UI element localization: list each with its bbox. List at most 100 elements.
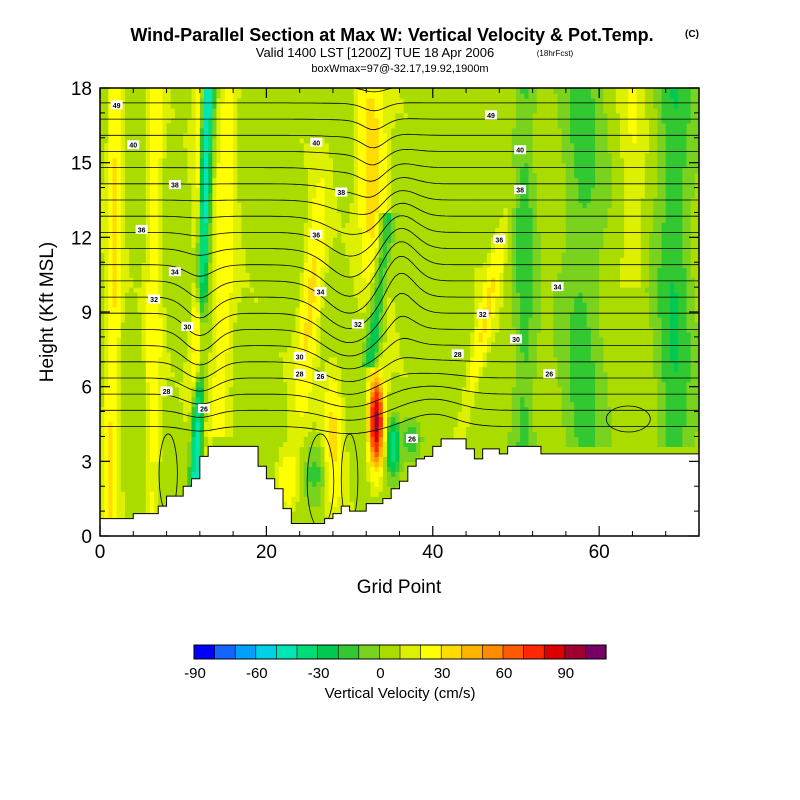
contour-label-bg bbox=[293, 369, 306, 379]
velocity-cell bbox=[387, 426, 392, 433]
velocity-cell bbox=[694, 172, 699, 323]
colorbar-frame bbox=[193, 644, 607, 660]
velocity-cell bbox=[233, 88, 238, 323]
velocity-cell bbox=[395, 112, 401, 214]
theta-contour-label: 26 bbox=[408, 436, 416, 443]
velocity-cell bbox=[170, 376, 176, 536]
velocity-cell bbox=[179, 401, 184, 536]
velocity-cell bbox=[669, 361, 675, 447]
velocity-cell bbox=[183, 421, 188, 502]
velocity-cell bbox=[482, 88, 488, 263]
velocity-cell bbox=[499, 272, 505, 308]
velocity-cell bbox=[619, 257, 625, 288]
velocity-cell bbox=[661, 122, 667, 223]
velocity-cell bbox=[395, 212, 401, 219]
velocity-cell bbox=[362, 88, 367, 278]
velocity-cell bbox=[391, 371, 396, 413]
velocity-cell bbox=[416, 436, 421, 443]
velocity-cell bbox=[191, 307, 197, 348]
velocity-cell bbox=[212, 107, 218, 139]
theta-contour-line bbox=[100, 202, 699, 235]
velocity-cell bbox=[374, 466, 380, 472]
velocity-cell bbox=[328, 157, 334, 248]
velocity-cell bbox=[574, 177, 579, 298]
velocity-cell bbox=[141, 361, 147, 517]
velocity-cell bbox=[312, 446, 317, 462]
contour-label-bg bbox=[543, 369, 556, 379]
contour-label-bg bbox=[148, 294, 161, 304]
velocity-cell bbox=[278, 466, 284, 497]
velocity-cell bbox=[316, 88, 322, 139]
velocity-cell bbox=[374, 376, 380, 383]
velocity-cell bbox=[378, 366, 384, 378]
velocity-cell bbox=[378, 257, 384, 313]
velocity-cell bbox=[374, 272, 380, 288]
velocity-cell bbox=[661, 88, 667, 124]
velocity-cell bbox=[199, 202, 205, 283]
velocity-cell bbox=[482, 307, 488, 333]
velocity-cell bbox=[599, 247, 604, 338]
contour-label-bg bbox=[110, 100, 123, 110]
velocity-cell bbox=[632, 142, 638, 288]
velocity-cell bbox=[274, 461, 280, 507]
velocity-cell bbox=[491, 341, 496, 536]
velocity-cell bbox=[528, 207, 534, 318]
velocity-cell bbox=[362, 341, 367, 363]
velocity-cell bbox=[378, 312, 384, 343]
velocity-cell bbox=[307, 446, 313, 467]
colorbar-swatch bbox=[379, 644, 401, 660]
velocity-cell bbox=[199, 376, 205, 388]
velocity-cell bbox=[387, 391, 392, 418]
velocity-cell bbox=[170, 107, 176, 119]
velocity-cell bbox=[203, 292, 209, 303]
contour-label-bg bbox=[314, 287, 327, 297]
velocity-cell bbox=[370, 391, 376, 398]
velocity-cell bbox=[183, 132, 188, 149]
velocity-cell bbox=[353, 88, 359, 298]
velocity-cell bbox=[203, 88, 209, 223]
velocity-cell bbox=[366, 441, 371, 462]
velocity-cell bbox=[545, 88, 550, 536]
velocity-cell bbox=[515, 292, 521, 443]
velocity-cell bbox=[312, 356, 317, 423]
velocity-cell bbox=[403, 416, 409, 433]
velocity-cell bbox=[370, 446, 376, 452]
velocity-cell bbox=[141, 88, 147, 263]
velocity-cell bbox=[403, 446, 409, 462]
velocity-cell bbox=[387, 242, 392, 263]
velocity-cell bbox=[120, 88, 126, 323]
velocity-cell bbox=[312, 506, 317, 536]
velocity-cell bbox=[291, 496, 297, 512]
velocity-cell bbox=[399, 112, 405, 358]
velocity-cell bbox=[158, 316, 163, 358]
colorbar: -90 -60 -30 0 30 60 90 bbox=[184, 644, 607, 682]
velocity-cell bbox=[595, 88, 600, 447]
velocity-cell bbox=[599, 336, 604, 447]
velocity-cell bbox=[328, 88, 334, 159]
velocity-cell bbox=[632, 88, 638, 144]
velocity-cell bbox=[253, 302, 259, 536]
velocity-cell bbox=[332, 88, 338, 189]
chart-title: Wind-Parallel Section at Max W: Vertical… bbox=[130, 25, 653, 45]
velocity-cell bbox=[399, 97, 405, 114]
velocity-cell bbox=[337, 396, 342, 497]
velocity-cell bbox=[316, 506, 322, 536]
velocity-cell bbox=[391, 461, 396, 472]
velocity-cell bbox=[395, 431, 401, 462]
velocity-cell bbox=[328, 456, 334, 502]
colorbar-swatch bbox=[255, 644, 278, 660]
velocity-cell bbox=[578, 292, 584, 447]
velocity-cell bbox=[291, 456, 297, 497]
velocity-cell bbox=[220, 88, 226, 104]
velocity-cell bbox=[511, 326, 517, 388]
theta-contour-label: 32 bbox=[150, 297, 158, 304]
velocity-cell bbox=[374, 391, 380, 403]
velocity-cell bbox=[515, 207, 521, 293]
copyright-mark: (C) bbox=[685, 29, 699, 40]
velocity-cell bbox=[291, 331, 297, 457]
velocity-cell bbox=[391, 302, 396, 373]
velocity-cell bbox=[374, 386, 380, 393]
velocity-cell bbox=[486, 287, 492, 318]
velocity-cell bbox=[574, 297, 579, 438]
y-tick-label: 6 bbox=[81, 378, 92, 399]
